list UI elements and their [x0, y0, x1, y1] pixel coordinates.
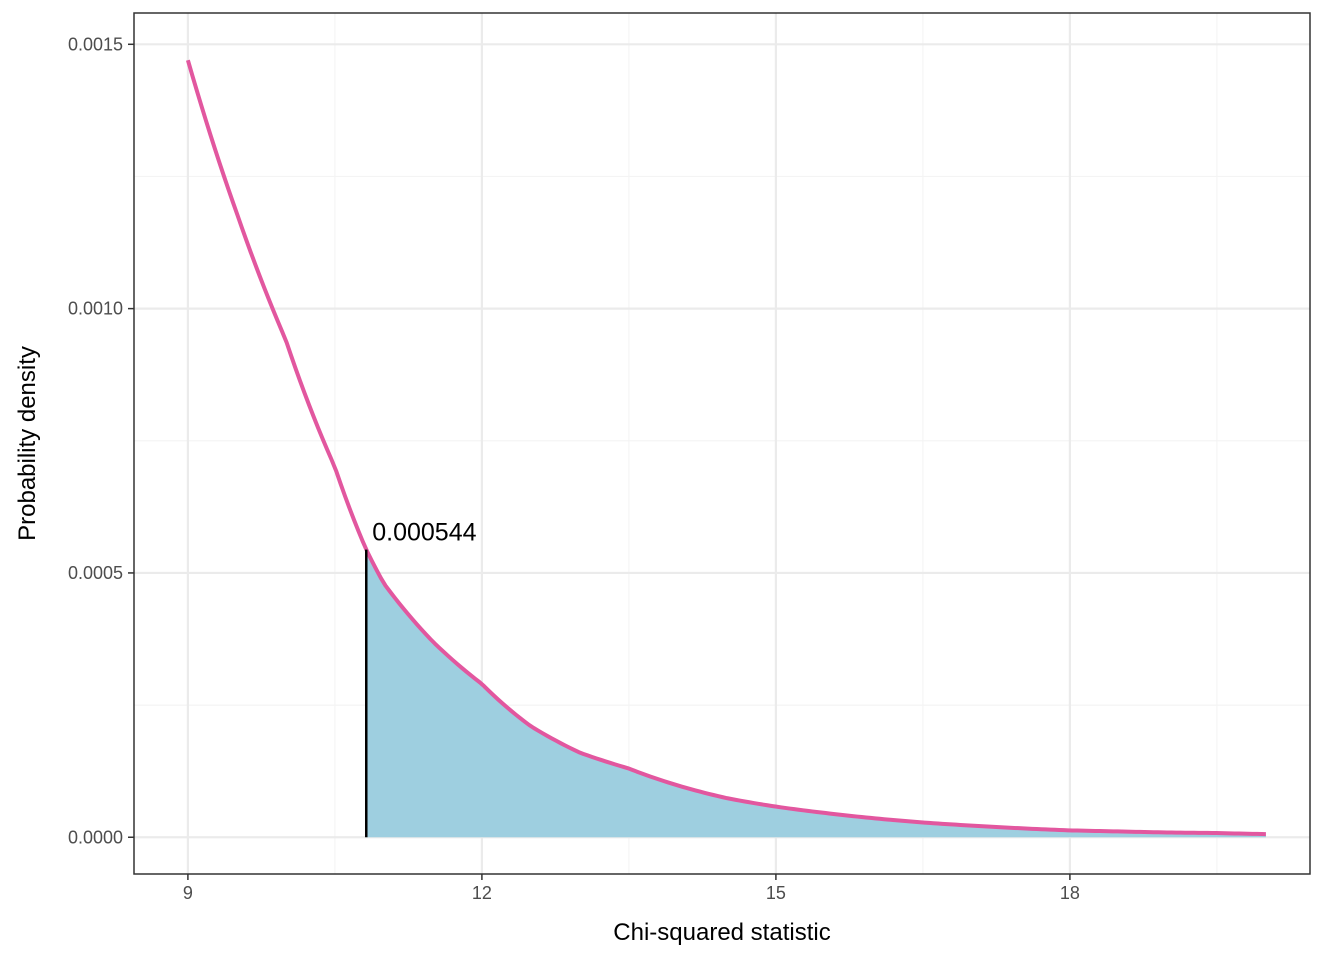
y-axis-ticks: 0.0000 0.0005 0.0010 0.0015 — [68, 34, 134, 847]
critical-density-annotation: 0.000544 — [372, 519, 476, 547]
y-axis-title: Probability density — [14, 346, 41, 541]
x-axis-title: Chi-squared statistic — [613, 919, 830, 946]
x-tick-label: 15 — [766, 883, 786, 903]
y-tick-label: 0.0010 — [68, 299, 123, 319]
density-curve-line — [185, 59, 1266, 837]
rejection-region-area — [366, 549, 1266, 838]
y-tick-label: 0.0015 — [68, 34, 123, 54]
x-tick-label: 12 — [472, 883, 492, 903]
x-tick-label: 18 — [1060, 883, 1080, 903]
x-tick-label: 9 — [183, 883, 193, 903]
grid-minor — [134, 13, 1310, 874]
panel-border — [133, 12, 1311, 875]
y-tick-label: 0.0005 — [68, 563, 123, 583]
x-axis-ticks: 9 12 15 18 — [183, 874, 1080, 903]
y-tick-label: 0.0000 — [68, 827, 123, 847]
